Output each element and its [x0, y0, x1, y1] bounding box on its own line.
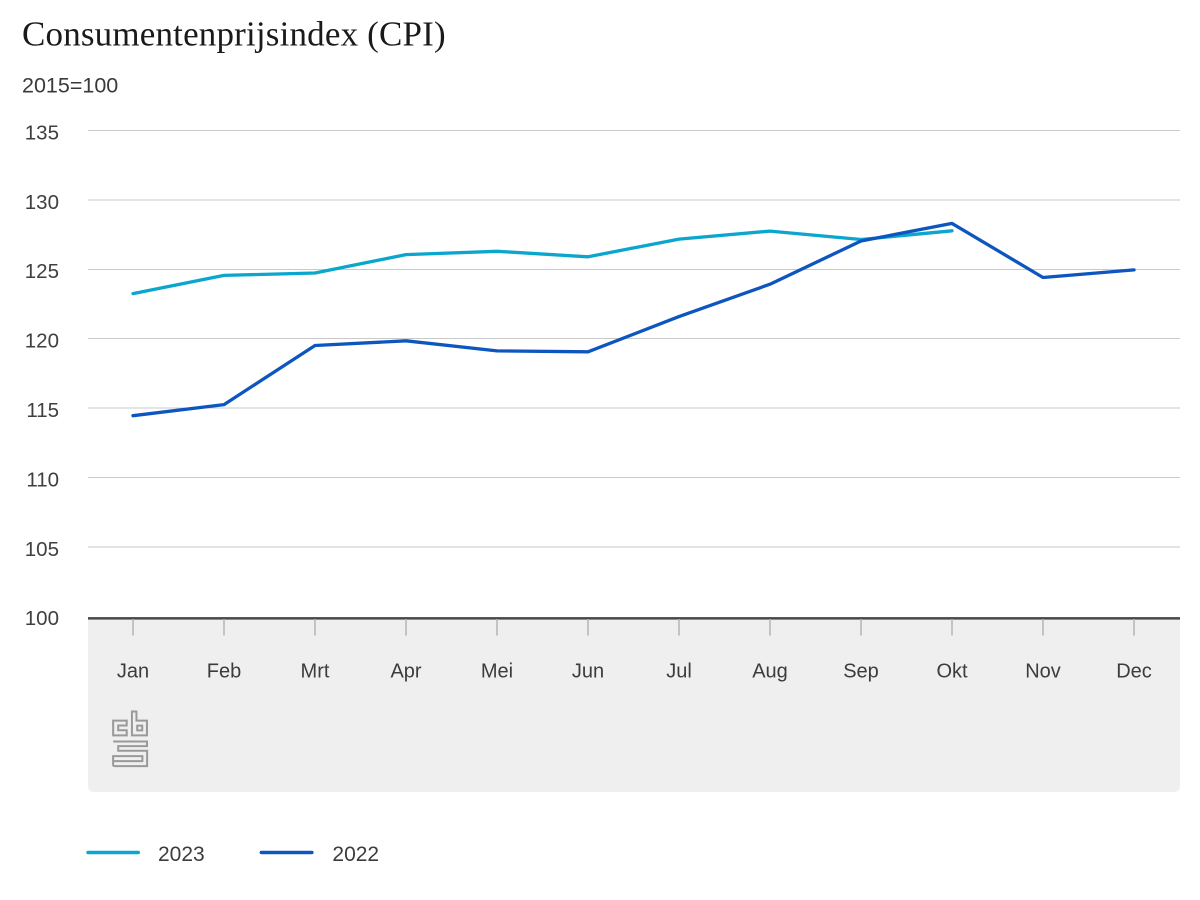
- svg-text:Jan: Jan: [117, 661, 149, 683]
- svg-text:105: 105: [25, 538, 59, 561]
- svg-text:Jul: Jul: [666, 661, 692, 683]
- svg-text:125: 125: [25, 260, 59, 283]
- svg-text:120: 120: [25, 330, 59, 353]
- svg-text:135: 135: [25, 121, 59, 144]
- svg-text:Apr: Apr: [390, 661, 421, 683]
- svg-text:Consumentenprijsindex (CPI): Consumentenprijsindex (CPI): [22, 15, 446, 54]
- svg-text:Feb: Feb: [207, 661, 241, 683]
- svg-text:2023: 2023: [158, 843, 205, 866]
- svg-text:Dec: Dec: [1116, 661, 1152, 683]
- svg-text:100: 100: [25, 607, 59, 630]
- svg-text:2015=100: 2015=100: [22, 74, 118, 98]
- svg-text:Mrt: Mrt: [301, 661, 330, 683]
- svg-text:110: 110: [26, 468, 59, 491]
- svg-text:Sep: Sep: [843, 661, 879, 683]
- svg-text:115: 115: [26, 399, 59, 422]
- svg-text:2022: 2022: [332, 843, 379, 866]
- svg-text:Aug: Aug: [752, 661, 788, 683]
- svg-text:Mei: Mei: [481, 661, 513, 683]
- svg-text:Jun: Jun: [572, 661, 604, 683]
- svg-text:Okt: Okt: [936, 661, 968, 683]
- svg-text:130: 130: [25, 191, 59, 214]
- svg-text:Nov: Nov: [1025, 661, 1061, 683]
